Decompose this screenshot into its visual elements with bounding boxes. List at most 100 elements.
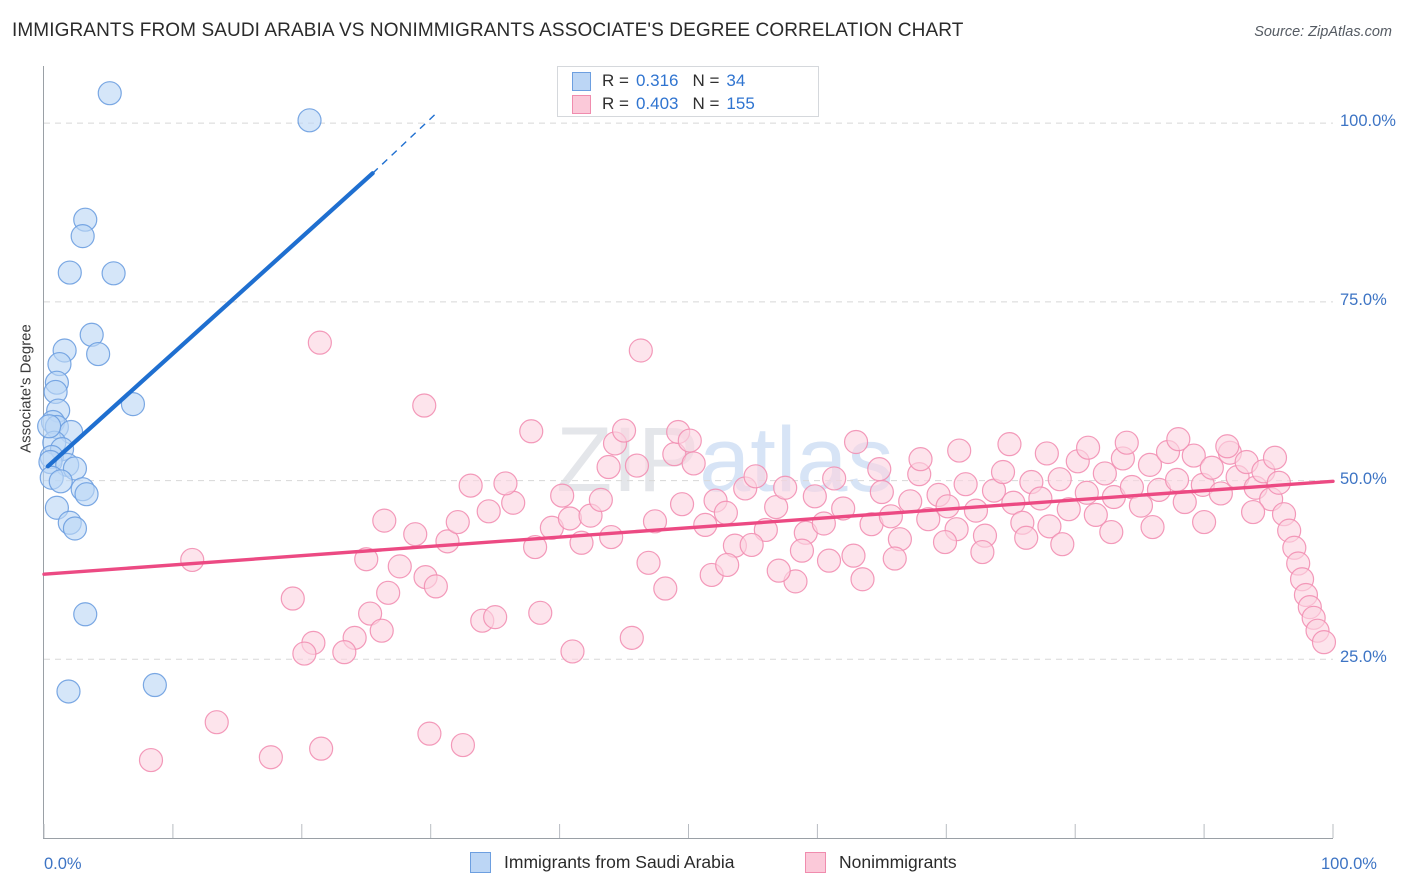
data-point [1262, 445, 1288, 470]
data-point [258, 745, 283, 770]
data-point [997, 432, 1022, 457]
y-tick-label-100: 100.0% [1340, 112, 1396, 131]
legend-n-value-pink: 155 [726, 94, 755, 113]
data-point [493, 471, 518, 496]
data-point [1181, 443, 1206, 468]
data-point [1311, 630, 1337, 655]
data-point [1092, 461, 1117, 486]
data-point [953, 472, 978, 497]
data-point [1137, 452, 1163, 477]
data-point [867, 457, 892, 482]
data-point [843, 429, 869, 455]
series-legend-immigrants[interactable]: Immigrants from Saudi Arabia [470, 852, 735, 873]
data-point [550, 483, 575, 508]
data-point [611, 418, 637, 443]
y-tick-label-50: 50.0% [1340, 469, 1387, 488]
legend-r-key-pink: R = [602, 94, 629, 113]
data-point [850, 567, 875, 592]
data-point [908, 447, 933, 472]
data-point [387, 554, 412, 579]
data-point [73, 602, 98, 627]
x-tick-label-max: 100.0% [1321, 855, 1377, 873]
data-point [297, 108, 322, 133]
data-point [523, 534, 548, 560]
trendline-extension-immigrants [372, 111, 438, 174]
data-point [1240, 499, 1266, 525]
data-point [1099, 519, 1124, 545]
data-point [445, 509, 470, 535]
data-point [372, 508, 397, 533]
data-point [138, 747, 164, 773]
series-legend-nonimmigrants[interactable]: Nonimmigrants [805, 852, 957, 873]
data-point [528, 600, 553, 625]
data-point [1166, 427, 1191, 452]
data-point [519, 419, 544, 444]
y-tick-label-25: 25.0% [1340, 648, 1387, 667]
data-point [1014, 525, 1039, 550]
data-point [766, 558, 791, 583]
stats-legend: R = 0.316 N = 34 R = 0.403 N = 155 [557, 66, 819, 117]
data-point [417, 721, 442, 746]
legend-r-value-blue: 0.316 [635, 71, 679, 90]
data-point [358, 601, 383, 626]
data-point [376, 580, 401, 605]
data-point [773, 475, 798, 500]
data-point [70, 224, 95, 249]
data-point [56, 679, 81, 704]
data-point [483, 605, 508, 630]
legend-r-key-blue: R = [602, 71, 629, 90]
legend-r-value-pink: 0.403 [635, 94, 679, 113]
data-point [142, 672, 167, 698]
legend-n-key-pink: N = [692, 94, 720, 113]
data-point [101, 261, 126, 286]
data-point [1037, 514, 1062, 539]
data-point [816, 548, 842, 573]
series-nonimmigrants [138, 330, 1337, 773]
data-point [37, 414, 62, 439]
series-legend-swatch-blue [470, 852, 491, 873]
data-point [677, 428, 702, 453]
y-tick-label-75: 75.0% [1340, 290, 1387, 309]
data-point [1199, 455, 1224, 480]
data-point [841, 543, 866, 568]
trendline-nonimmigrants [42, 479, 1335, 576]
data-point [1056, 497, 1081, 522]
trendline-immigrants [45, 171, 375, 469]
data-point [86, 341, 111, 367]
data-point [476, 499, 501, 524]
data-point [412, 393, 437, 418]
data-point [947, 438, 972, 463]
data-point [636, 550, 661, 575]
data-point [970, 539, 995, 565]
data-point [1075, 435, 1101, 460]
data-point [932, 529, 958, 555]
data-point [1034, 441, 1059, 466]
data-point [369, 618, 394, 643]
data-point [458, 473, 483, 498]
stats-legend-row-blue: R = 0.316 N = 34 [572, 69, 745, 93]
legend-swatch-blue [572, 71, 591, 91]
data-point [62, 516, 88, 541]
source-attribution: Source: ZipAtlas.com [1254, 24, 1392, 40]
series-legend-swatch-pink [805, 852, 826, 873]
data-point [831, 496, 856, 521]
data-point [1215, 434, 1240, 459]
legend-n-value-blue: 34 [726, 71, 746, 90]
data-point [97, 81, 122, 106]
data-point [624, 453, 650, 478]
data-point [48, 469, 73, 494]
data-point [916, 507, 941, 532]
data-point [180, 547, 205, 573]
data-point [878, 504, 903, 529]
stats-legend-row-pink: R = 0.403 N = 155 [572, 92, 755, 116]
data-point [963, 498, 989, 523]
x-tick-label-min: 0.0% [44, 855, 82, 873]
data-point [642, 509, 668, 534]
legend-n-key-blue: N = [692, 71, 720, 90]
data-point [1083, 502, 1108, 528]
data-point [669, 492, 695, 517]
